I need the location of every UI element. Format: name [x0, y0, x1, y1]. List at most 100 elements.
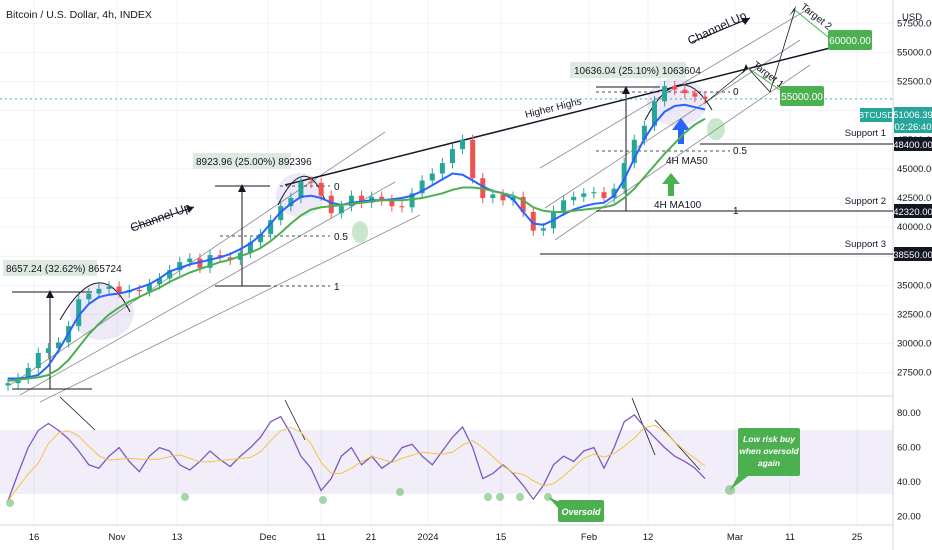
- oversold-label: Oversold: [561, 507, 601, 517]
- candle-body: [409, 193, 415, 208]
- ma100-line: [7, 117, 706, 382]
- time-tick-label: 15: [496, 532, 507, 543]
- candle-body: [631, 139, 637, 164]
- candle-body: [429, 173, 435, 181]
- fib-1-label-a: 1: [334, 282, 340, 293]
- target-boxes: 55000.00 60000.00: [780, 30, 872, 106]
- candle-body: [5, 383, 11, 386]
- low-risk-line-2: when oversold: [739, 446, 799, 456]
- support-2-badge: 42320.00: [893, 207, 932, 218]
- ma50-label: 4H MA50: [666, 156, 708, 167]
- candle-body: [25, 368, 31, 379]
- candle-body: [530, 211, 536, 231]
- rsi-callouts: Oversold Low risk buy when oversold agai…: [548, 428, 800, 522]
- time-tick-label: 11: [316, 532, 326, 543]
- candle-body: [116, 286, 122, 293]
- candle-body: [520, 196, 526, 212]
- candle-body: [308, 181, 314, 183]
- candle-body: [187, 258, 193, 263]
- candle-body: [490, 194, 496, 198]
- chart-title: Bitcoin / U.S. Dollar, 4h, INDEX: [6, 9, 152, 21]
- candle-body: [682, 89, 688, 94]
- candle-body: [35, 352, 41, 369]
- time-tick-label: 21: [366, 532, 377, 543]
- candle-body: [651, 101, 657, 126]
- countdown-badge: 02:26:40: [895, 122, 932, 133]
- rsi-signal-line: [7, 424, 706, 502]
- candle-body: [379, 196, 385, 201]
- candle-body: [217, 255, 223, 258]
- candle-body: [611, 188, 617, 198]
- candle-body: [76, 299, 82, 327]
- candle-body: [318, 182, 324, 196]
- price-tick-label: 57500.00: [897, 18, 932, 29]
- candle-body: [146, 284, 152, 292]
- candle-body: [227, 257, 233, 260]
- measure-label-2: 8923.96 (25.00%) 892396: [196, 157, 312, 168]
- time-tick-label: 2024: [417, 532, 438, 543]
- time-tick-label: 13: [172, 532, 183, 543]
- candle-body: [561, 200, 567, 211]
- candle-body: [581, 193, 587, 197]
- candle-body: [692, 93, 698, 97]
- candle-body: [348, 195, 354, 207]
- fib-1-label-b: 1: [733, 206, 739, 217]
- price-tick-label: 35000.00: [897, 280, 932, 291]
- grid: [0, 0, 893, 525]
- measure-label-1: 8657.24 (32.62%) 865724: [6, 264, 122, 275]
- price-tick-label: 40000.00: [897, 222, 932, 233]
- rsi-axis[interactable]: 80.00 60.00 40.00 20.00: [897, 408, 921, 522]
- price-badges: 48400.00 42320.00 38550.00 BTCUSD 51006.…: [859, 107, 932, 261]
- target-1-value: 55000.00: [781, 92, 823, 103]
- time-tick-label: 25: [852, 532, 863, 543]
- ma-layer: [0, 98, 893, 382]
- price-tick-label: 45000.00: [897, 164, 932, 175]
- rsi-layer: [7, 414, 706, 502]
- candle-body: [389, 200, 395, 207]
- fib-05-label-a: 0.5: [334, 232, 348, 243]
- target-2-value: 60000.00: [829, 36, 871, 47]
- measurement-boxes: 8657.24 (32.62%) 865724 8923.96 (25.00%)…: [3, 62, 701, 276]
- low-risk-line-1: Low risk buy: [743, 434, 796, 444]
- measure-label-3: 10636.04 (25.10%) 1063604: [574, 66, 701, 77]
- last-price-badge: 51006.39: [893, 110, 932, 121]
- time-tick-label: Nov: [109, 532, 126, 543]
- candle-body: [167, 270, 173, 279]
- candle-body: [470, 139, 476, 179]
- rsi-tick-label: 60.00: [897, 443, 921, 454]
- price-tick-label: 52500.00: [897, 77, 932, 88]
- candle-body: [45, 348, 51, 353]
- candle-body: [460, 139, 466, 150]
- rsi-tick-label: 80.00: [897, 408, 921, 419]
- candle-body: [591, 192, 597, 194]
- price-tick-label: 27500.00: [897, 368, 932, 379]
- time-tick-label: 12: [643, 532, 654, 543]
- candle-body: [96, 288, 102, 294]
- time-tick-label: Mar: [727, 532, 743, 543]
- candle-body: [258, 234, 264, 243]
- candle-body: [328, 195, 334, 214]
- ma50-line: [8, 103, 706, 380]
- candle-body: [177, 262, 183, 271]
- candle-body: [449, 149, 455, 164]
- price-tick-label: 32500.00: [897, 309, 932, 320]
- support-3-label: Support 3: [845, 239, 886, 250]
- candle-body: [298, 181, 304, 198]
- candle-body: [399, 206, 405, 208]
- candle-body: [601, 192, 607, 198]
- candle-body: [136, 290, 142, 292]
- time-tick-label: 11: [785, 532, 795, 543]
- support-1-label: Support 1: [845, 128, 886, 139]
- time-tick-label: 16: [29, 532, 40, 543]
- fib-05-label-b: 0.5: [733, 146, 747, 157]
- candle-body: [86, 293, 92, 300]
- time-axis[interactable]: 16 Nov 13 Dec 11 21 2024 15 Feb 12 Mar 11 25: [29, 532, 863, 543]
- candle-body: [662, 86, 668, 102]
- candle-body: [56, 342, 62, 349]
- candle-body: [197, 258, 203, 268]
- price-tick-label: 30000.00: [897, 339, 932, 350]
- candle-body: [15, 378, 21, 384]
- low-risk-line-3: again: [758, 458, 780, 468]
- currency-label[interactable]: USD: [902, 12, 922, 23]
